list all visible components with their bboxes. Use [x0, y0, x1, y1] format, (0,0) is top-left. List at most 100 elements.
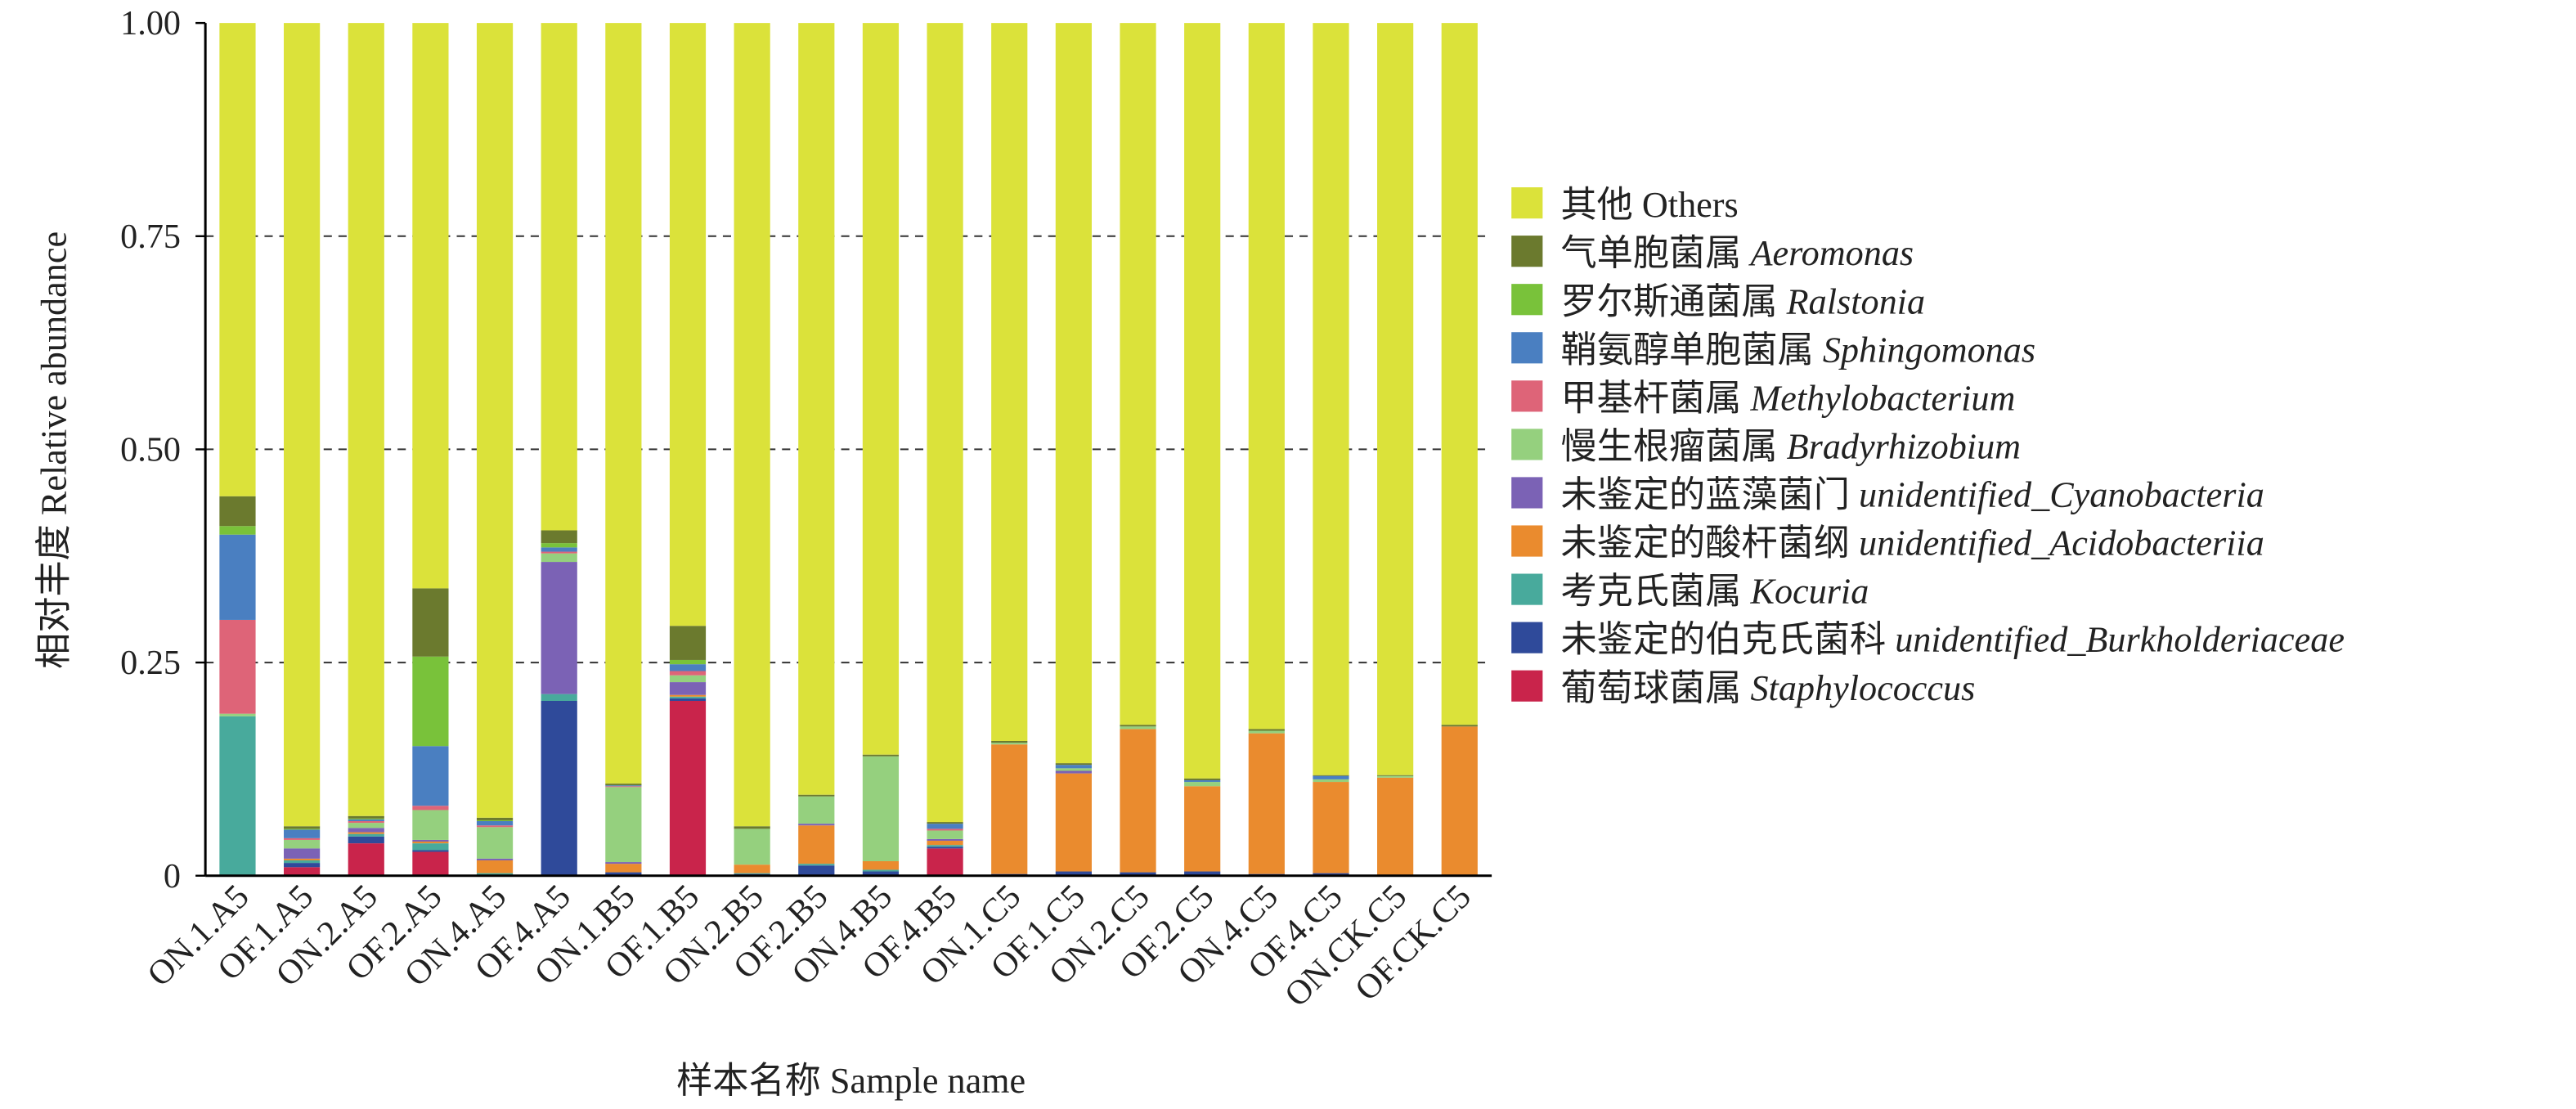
bar-segment: [219, 496, 256, 527]
bar-segment: [1313, 775, 1349, 776]
bar-segment: [1313, 873, 1349, 876]
legend-swatch: [1511, 525, 1543, 557]
bar-segment: [348, 836, 384, 844]
bar-segment: [734, 828, 770, 865]
bar-segment: [862, 23, 900, 755]
bar-segment: [219, 526, 256, 535]
legend-label: 甲基杆菌属 Methylobacterium: [1560, 378, 2015, 418]
bar-segment: [284, 837, 321, 840]
bar-segment: [284, 848, 321, 859]
legend-swatch: [1511, 477, 1543, 509]
bar-segment: [605, 23, 642, 784]
legend-label: 未鉴定的蓝藻菌门 unidentified_Cyanobacteria: [1560, 475, 2264, 515]
bar-segment: [1377, 777, 1414, 876]
y-tick-label: 0: [164, 857, 181, 896]
bar-segment: [605, 864, 642, 873]
legend-label: 其他 Others: [1560, 185, 1738, 225]
bar-segment: [1313, 23, 1349, 775]
bar-segment: [1055, 763, 1092, 766]
bar-segment: [219, 716, 256, 876]
legend-label: 葡萄球菌属 Staphylococcus: [1560, 668, 1975, 708]
bar-segment: [348, 23, 384, 816]
bar-segment: [798, 23, 835, 795]
bar-segment: [927, 830, 963, 839]
bar-segment: [669, 675, 707, 683]
bar-segment: [1377, 775, 1414, 776]
legend-swatch: [1511, 332, 1543, 364]
bar-segment: [669, 701, 707, 876]
bar-segment: [605, 786, 642, 788]
bar-segment: [284, 23, 321, 827]
bar-segment: [1120, 725, 1156, 727]
bar-segment: [412, 810, 449, 840]
bar-segment: [348, 833, 384, 837]
bar-segment: [1055, 770, 1092, 774]
x-axis-title: 样本名称 Sample name: [676, 1061, 1025, 1101]
bar-segment: [284, 863, 321, 868]
bar-segment: [219, 713, 256, 716]
bar-segment: [862, 869, 900, 872]
bar-segment: [348, 843, 384, 876]
bar-segment: [1441, 726, 1478, 876]
legend-swatch: [1511, 670, 1543, 702]
bar-segment: [669, 23, 707, 626]
bar-segment: [476, 821, 514, 826]
bar-segment: [476, 858, 514, 860]
bar-segment: [284, 860, 321, 864]
bar-segment: [476, 860, 514, 873]
bar-segment: [541, 547, 577, 552]
y-tick-label: 0.50: [120, 430, 181, 469]
bar-segment: [991, 23, 1028, 742]
bar-segment: [412, 656, 449, 747]
legend-swatch: [1511, 429, 1543, 460]
bar-segment: [605, 785, 642, 787]
bar-segment: [927, 845, 963, 847]
legend-label: 未鉴定的酸杆菌纲 unidentified_Acidobacteriia: [1560, 523, 2264, 563]
bar-segment: [862, 754, 900, 757]
bar-segment: [1313, 775, 1349, 779]
bar-segment: [284, 829, 321, 838]
bar-segment: [1120, 23, 1156, 725]
bar-segment: [734, 873, 770, 874]
bar-segment: [605, 783, 642, 786]
bar-segment: [1120, 729, 1156, 873]
bar-segment: [862, 756, 900, 862]
bar-segment: [927, 828, 963, 831]
bar-segment: [284, 826, 321, 829]
bar-segment: [348, 821, 384, 824]
bar-segment: [669, 671, 707, 676]
bar-segment: [348, 819, 384, 822]
bar-segment: [541, 551, 577, 554]
bar-segment: [476, 825, 514, 828]
bar-segment: [927, 848, 963, 876]
y-axis-title: 相对丰度 Relative abundance: [34, 231, 74, 669]
bar-segment: [798, 824, 835, 826]
bar-segment: [669, 659, 707, 665]
bar-segment: [1120, 872, 1156, 876]
bar-segment: [1055, 871, 1092, 876]
bar-segment: [412, 850, 449, 852]
bar-segment: [348, 828, 384, 833]
bar-segment: [219, 23, 256, 496]
bar-segment: [605, 862, 642, 864]
bar-segment: [927, 824, 963, 829]
bar-segment: [476, 23, 514, 818]
legend-label: 鞘氨醇单胞菌属 Sphingomonas: [1560, 330, 2035, 370]
bar-segment: [862, 871, 900, 876]
bar-segment: [476, 819, 514, 822]
bar-segment: [1313, 779, 1349, 783]
bar-segment: [927, 838, 963, 841]
bar-segment: [348, 815, 384, 819]
bar-segment: [412, 588, 449, 657]
y-tick-label: 0.25: [120, 644, 181, 682]
bar-segment: [541, 562, 577, 694]
bar-segment: [1248, 729, 1285, 731]
legend-swatch: [1511, 573, 1543, 605]
bar-segment: [669, 664, 707, 671]
bar-segment: [219, 619, 256, 714]
bar-segment: [219, 534, 256, 620]
bar-segment: [605, 787, 642, 863]
bar-segment: [927, 840, 963, 846]
bar-segment: [476, 873, 514, 875]
bar-segment: [1055, 768, 1092, 771]
